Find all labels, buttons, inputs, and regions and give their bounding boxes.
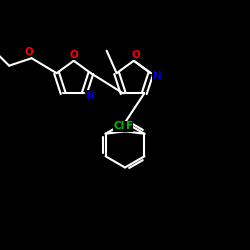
Text: N: N <box>86 91 95 101</box>
Text: O: O <box>70 50 78 59</box>
Text: N: N <box>153 71 162 81</box>
Text: F: F <box>126 121 133 131</box>
Text: O: O <box>132 50 140 59</box>
Text: O: O <box>25 47 34 57</box>
Text: Cl: Cl <box>114 121 125 131</box>
